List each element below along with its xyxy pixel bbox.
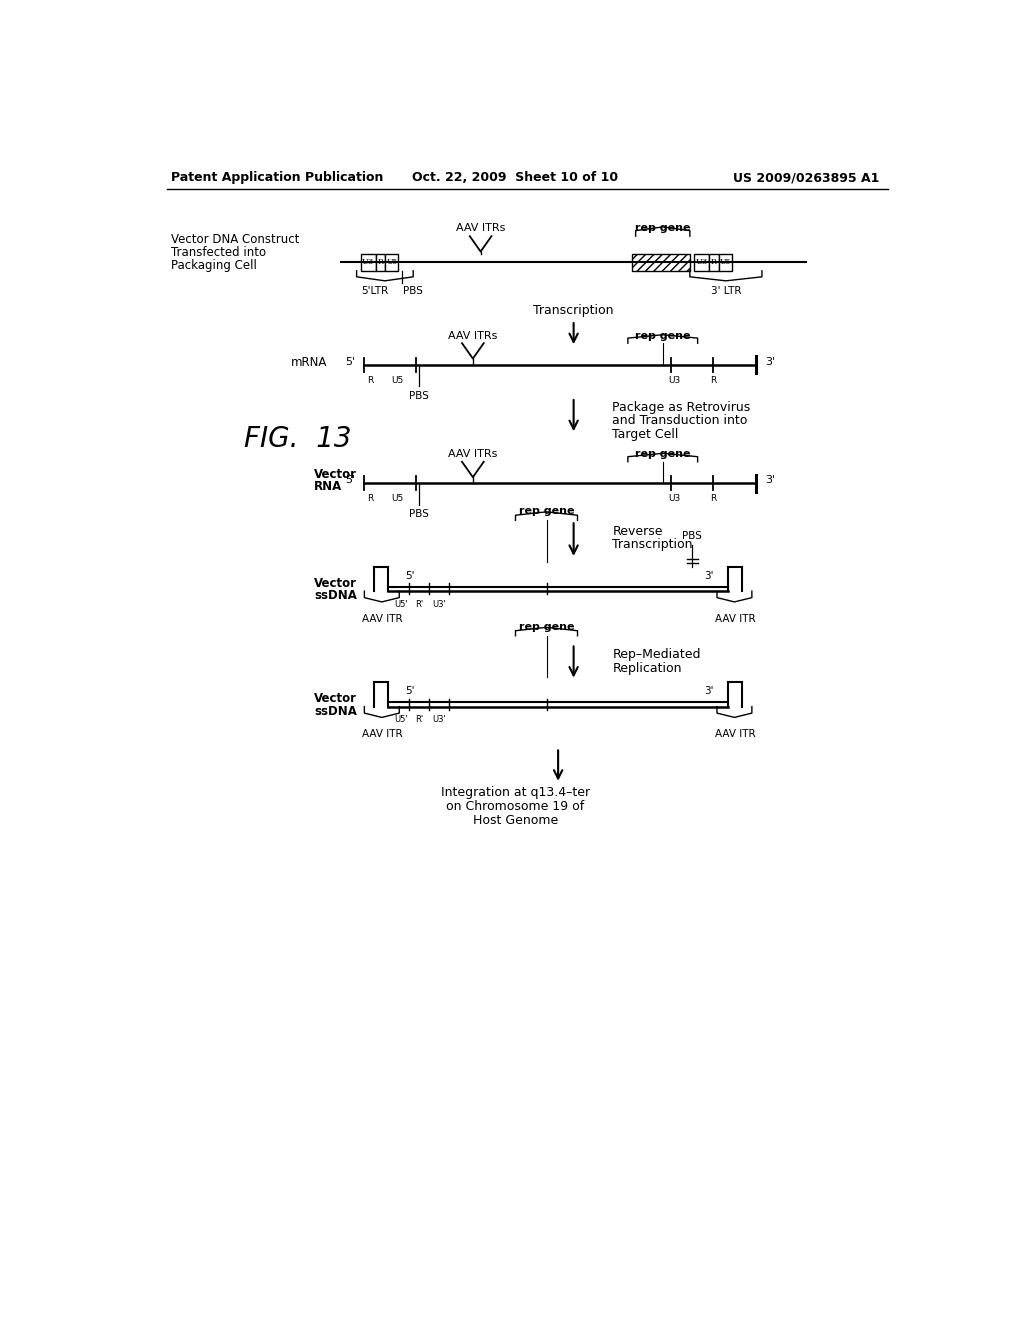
Text: rep gene: rep gene xyxy=(519,506,574,516)
Text: U3: U3 xyxy=(669,376,681,384)
Text: R': R' xyxy=(416,599,424,609)
Text: R: R xyxy=(710,494,716,503)
Text: 5': 5' xyxy=(406,686,415,696)
Text: ssDNA: ssDNA xyxy=(314,705,357,718)
Text: rep gene: rep gene xyxy=(519,622,574,631)
Text: AAV ITR: AAV ITR xyxy=(361,614,402,624)
Text: 5': 5' xyxy=(406,570,415,581)
Text: AAV ITRs: AAV ITRs xyxy=(449,330,498,341)
Text: R: R xyxy=(710,376,716,384)
Text: on Chromosome 19 of: on Chromosome 19 of xyxy=(446,800,585,813)
Text: R: R xyxy=(711,259,717,267)
Text: Transcription: Transcription xyxy=(612,539,693,552)
Text: PBS: PBS xyxy=(403,286,423,296)
Text: PBS: PBS xyxy=(409,391,429,400)
Text: Vector: Vector xyxy=(314,693,357,705)
Text: Transcription: Transcription xyxy=(534,305,613,317)
Text: 3' LTR: 3' LTR xyxy=(711,286,741,296)
Text: U5: U5 xyxy=(391,494,403,503)
Text: mRNA: mRNA xyxy=(291,356,327,370)
Text: rep gene: rep gene xyxy=(635,223,690,232)
Text: 3': 3' xyxy=(765,356,775,367)
Text: U3': U3' xyxy=(433,599,446,609)
Text: Oct. 22, 2009  Sheet 10 of 10: Oct. 22, 2009 Sheet 10 of 10 xyxy=(413,172,618,185)
Bar xyxy=(719,253,732,271)
Bar xyxy=(385,253,398,271)
Text: Patent Application Publication: Patent Application Publication xyxy=(171,172,383,185)
Text: ssDNA: ssDNA xyxy=(314,589,357,602)
Bar xyxy=(632,253,690,271)
Text: U5: U5 xyxy=(391,376,403,384)
Text: U3: U3 xyxy=(362,259,375,267)
Text: U3: U3 xyxy=(669,494,681,503)
Text: U3': U3' xyxy=(433,715,446,725)
Text: Transfected into: Transfected into xyxy=(171,246,266,259)
Text: Vector: Vector xyxy=(314,577,357,590)
Text: AAV ITR: AAV ITR xyxy=(715,614,755,624)
Text: 3': 3' xyxy=(703,686,714,696)
Text: U5: U5 xyxy=(386,259,397,267)
Bar xyxy=(360,253,376,271)
Text: 5': 5' xyxy=(345,475,355,486)
Text: R: R xyxy=(367,376,373,384)
Text: Vector DNA Construct: Vector DNA Construct xyxy=(171,232,299,246)
Text: U5: U5 xyxy=(720,259,731,267)
Text: rep gene: rep gene xyxy=(635,449,690,459)
Text: Reverse: Reverse xyxy=(612,524,663,537)
Text: 5'LTR: 5'LTR xyxy=(360,286,388,296)
Text: 5': 5' xyxy=(345,356,355,367)
Text: Vector: Vector xyxy=(314,467,357,480)
Text: Host Genome: Host Genome xyxy=(473,814,558,828)
Text: U3: U3 xyxy=(695,259,708,267)
Text: Replication: Replication xyxy=(612,661,682,675)
Text: U5': U5' xyxy=(394,715,408,725)
Text: and Transduction into: and Transduction into xyxy=(612,414,748,428)
Text: R: R xyxy=(378,259,384,267)
Text: 3': 3' xyxy=(703,570,714,581)
Text: AAV ITRs: AAV ITRs xyxy=(449,449,498,459)
Text: PBS: PBS xyxy=(682,531,702,541)
Bar xyxy=(710,253,719,271)
Text: rep gene: rep gene xyxy=(635,330,690,341)
Text: R': R' xyxy=(416,715,424,725)
Bar xyxy=(376,253,385,271)
Text: U5': U5' xyxy=(394,599,408,609)
Text: Package as Retrovirus: Package as Retrovirus xyxy=(612,401,751,414)
Text: 3': 3' xyxy=(765,475,775,486)
Text: RNA: RNA xyxy=(314,480,342,492)
Text: AAV ITRs: AAV ITRs xyxy=(456,223,505,232)
Text: Integration at q13.4–ter: Integration at q13.4–ter xyxy=(441,787,590,800)
Text: Rep–Mediated: Rep–Mediated xyxy=(612,648,700,661)
Text: Packaging Cell: Packaging Cell xyxy=(171,259,256,272)
Text: Target Cell: Target Cell xyxy=(612,428,679,441)
Text: FIG.  13: FIG. 13 xyxy=(245,425,352,454)
Text: R: R xyxy=(367,494,373,503)
Text: US 2009/0263895 A1: US 2009/0263895 A1 xyxy=(733,172,880,185)
Text: AAV ITR: AAV ITR xyxy=(361,730,402,739)
Text: PBS: PBS xyxy=(409,510,429,519)
Bar xyxy=(693,253,710,271)
Text: AAV ITR: AAV ITR xyxy=(715,730,755,739)
